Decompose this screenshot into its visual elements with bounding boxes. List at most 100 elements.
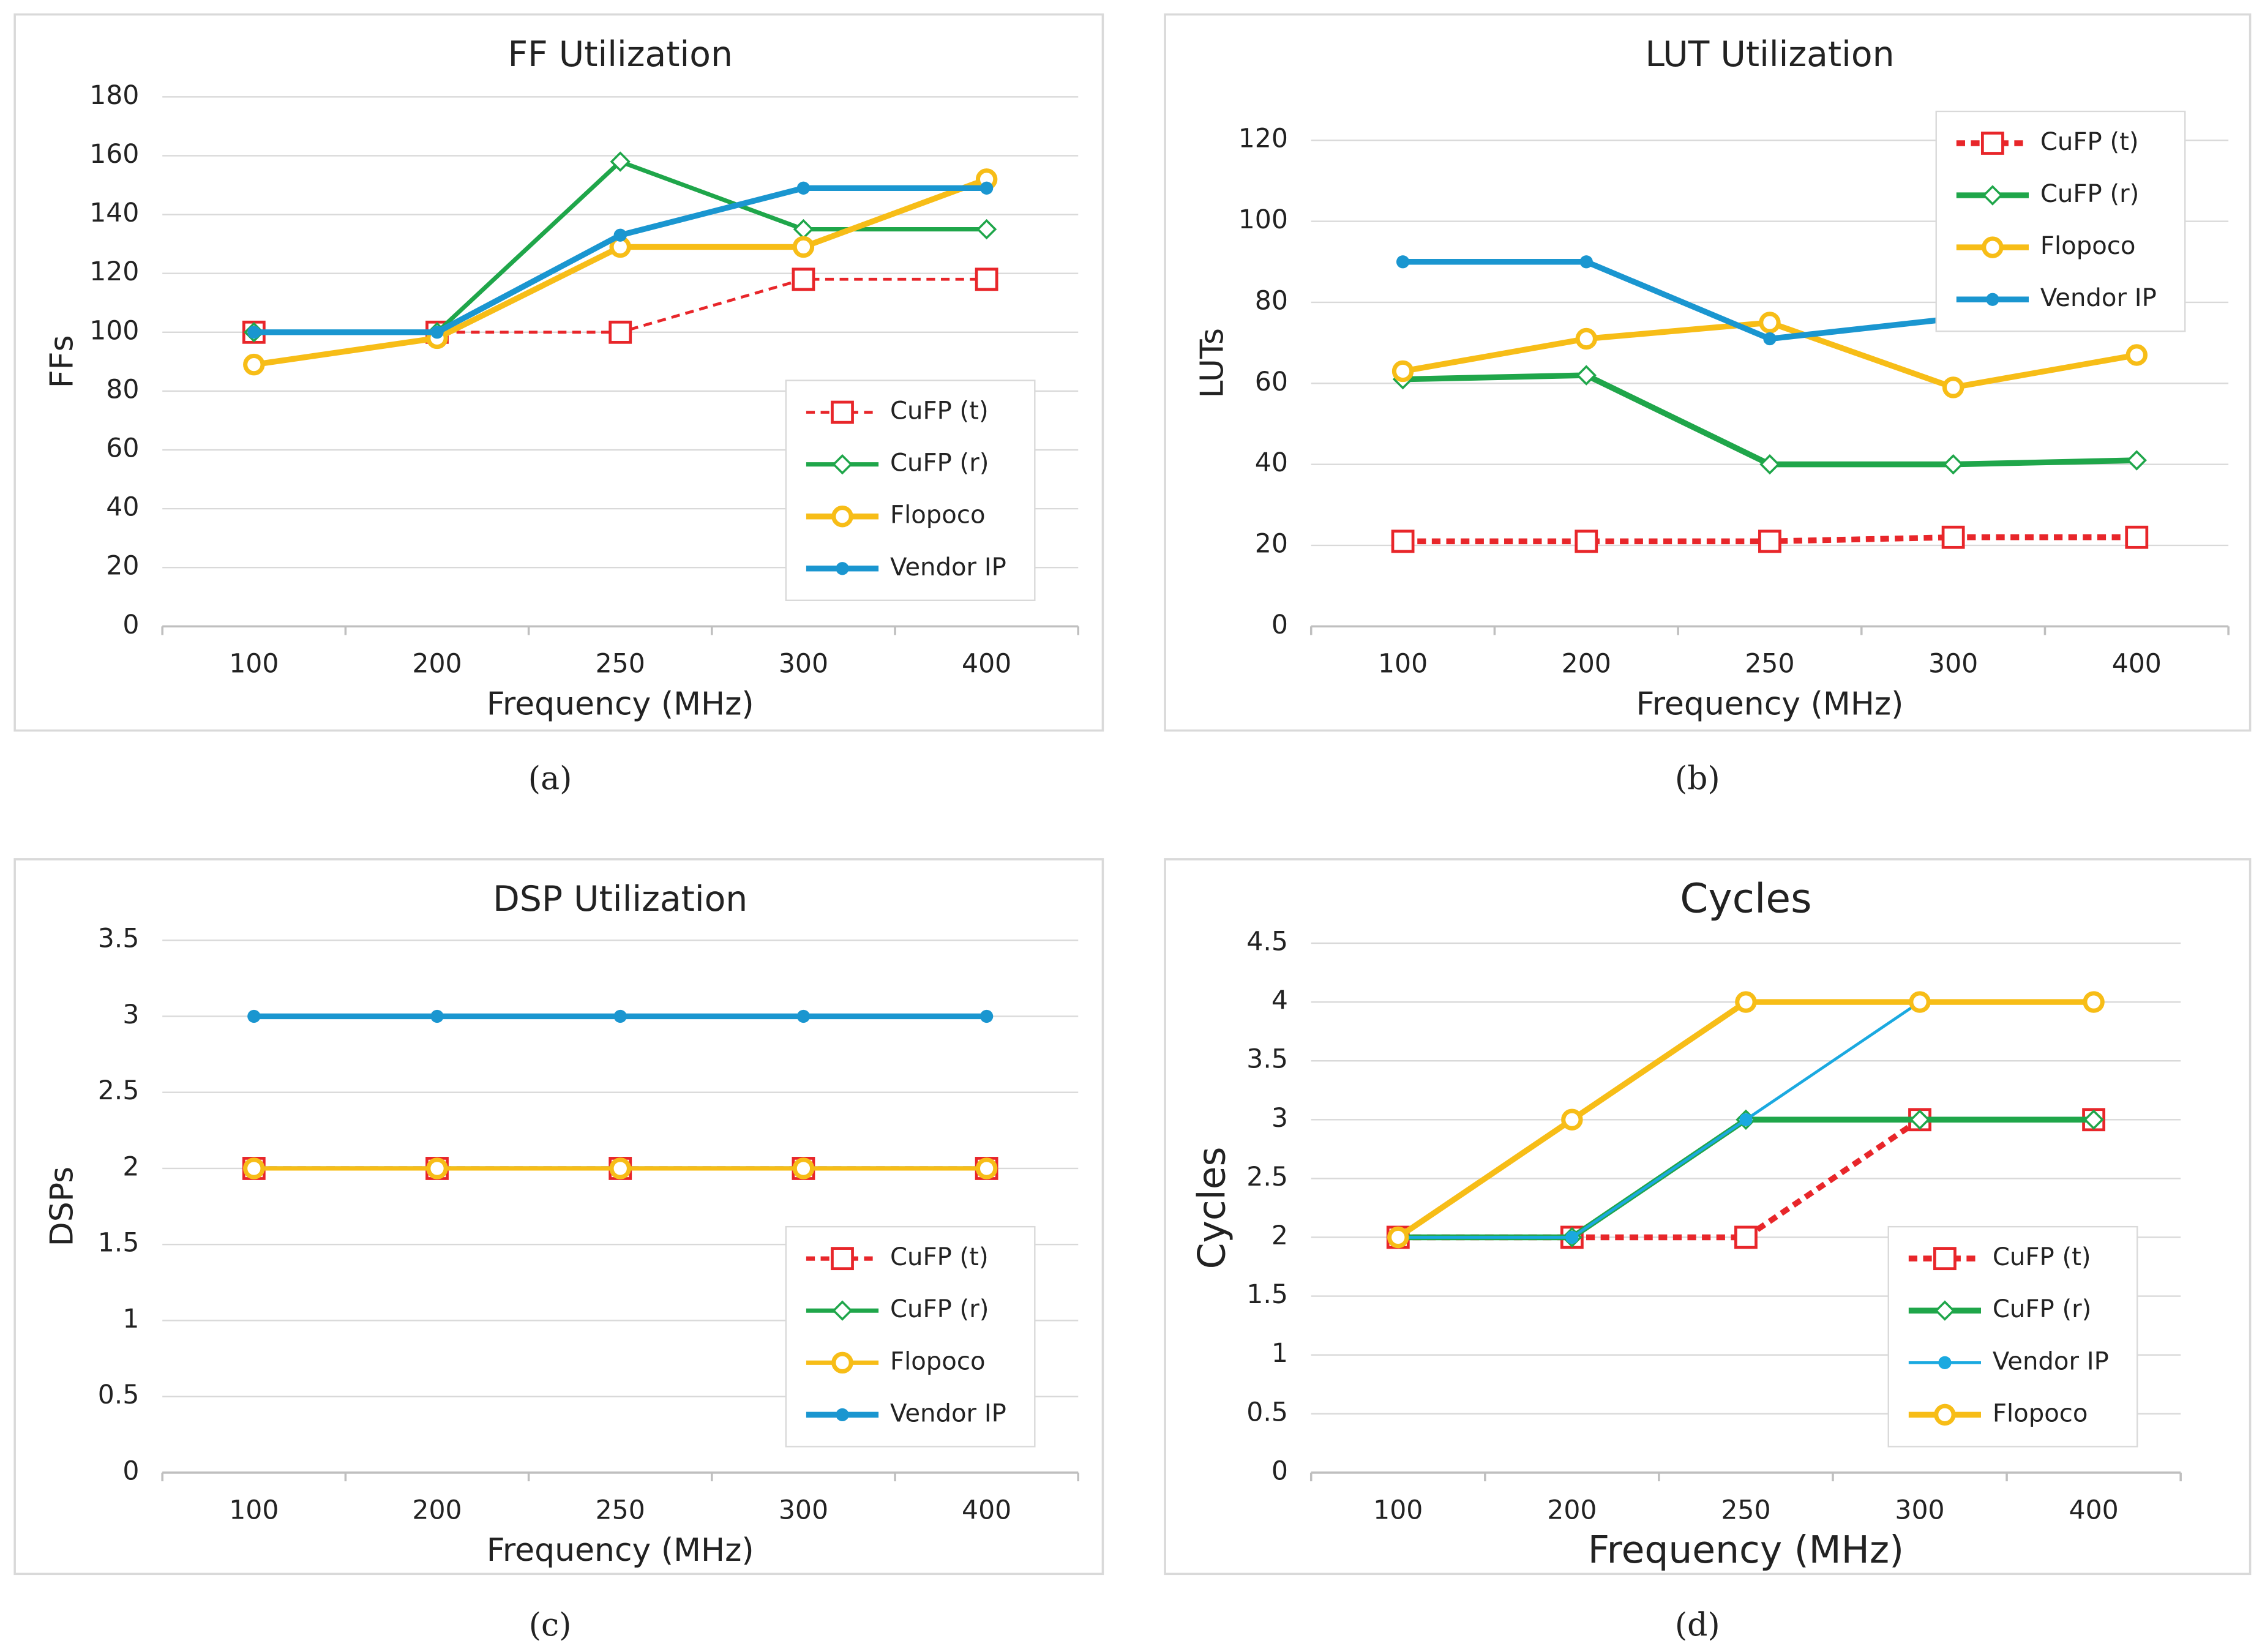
y-tick-label: 0.5 (98, 1380, 140, 1410)
marker (1909, 991, 1931, 1013)
x-tick-label: 200 (1562, 649, 1611, 679)
y-tick-label: 4 (1271, 986, 1288, 1016)
y-tick-label: 60 (106, 434, 139, 464)
marker (426, 1157, 448, 1179)
marker (792, 1157, 815, 1179)
legend-label: Flopoco (2040, 232, 2136, 260)
y-tick-label: 0 (122, 610, 139, 640)
legend-marker (1938, 1356, 1952, 1369)
y-tick-label: 120 (1238, 124, 1288, 154)
x-tick-label: 400 (962, 649, 1011, 679)
marker (1576, 365, 1597, 386)
marker (2083, 1109, 2104, 1130)
x-tick-label: 200 (1547, 1495, 1597, 1525)
legend-label: CuFP (t) (890, 1243, 989, 1271)
chart-title: DSP Utilization (493, 879, 747, 919)
legend-marker (1986, 293, 1999, 306)
y-axis-label: DSPs (43, 1167, 80, 1247)
marker (1739, 1113, 1753, 1126)
x-tick-label: 250 (596, 649, 645, 679)
marker (976, 219, 997, 240)
marker (2083, 991, 2105, 1013)
chart: LUT Utilization 0 20 40 60 80 100 120 100 200 250 3… (1164, 13, 2252, 798)
chart-frame (1164, 858, 2252, 1575)
marker (609, 1157, 631, 1179)
marker (792, 236, 815, 258)
x-tick-label: 250 (596, 1495, 645, 1525)
legend-marker (832, 454, 853, 475)
x-tick-label: 100 (229, 1495, 279, 1525)
x-tick-label: 400 (2112, 649, 2162, 679)
legend-marker (1934, 1403, 1956, 1426)
x-tick-label: 400 (2069, 1495, 2119, 1525)
chart-title: LUT Utilization (1645, 34, 1894, 75)
marker (1579, 255, 1593, 269)
y-tick-label: 100 (89, 316, 139, 346)
legend-marker (1980, 132, 2004, 155)
chart-frame (13, 858, 1104, 1575)
x-axis-label: Frequency (MHz) (487, 686, 754, 722)
marker (792, 267, 815, 291)
legend-label: Flopoco (890, 1347, 986, 1375)
x-tick-label: 400 (962, 1495, 1011, 1525)
chart: DSP Utilization 0 0.5 1 1.5 2 2.5 3 3.5 100 200 250… (13, 858, 1104, 1643)
legend-marker (831, 1247, 854, 1271)
legend-label: Vendor IP (2040, 284, 2157, 312)
x-axis-label: Frequency (MHz) (1588, 1528, 1904, 1572)
y-tick-label: 0.5 (1246, 1397, 1288, 1427)
y-tick-label: 80 (106, 375, 139, 405)
x-tick-label: 200 (412, 1495, 462, 1525)
marker (609, 320, 632, 344)
y-axis-label: FFs (43, 335, 80, 388)
y-tick-label: 2.5 (98, 1076, 140, 1106)
marker (1759, 312, 1781, 334)
y-tick-label: 2 (1271, 1221, 1288, 1251)
legend-marker (836, 1408, 849, 1422)
marker (796, 1009, 811, 1023)
y-tick-label: 40 (1255, 448, 1288, 478)
y-tick-label: 3 (1271, 1104, 1288, 1134)
x-tick-label: 100 (1378, 649, 1428, 679)
chart: FF Utilization 0 20 40 60 80 100 120 140 160 180 10… (13, 13, 1104, 798)
y-axis-label: LUTs (1194, 328, 1230, 398)
legend-label: CuFP (t) (2040, 128, 2139, 156)
x-tick-label: 250 (1721, 1495, 1770, 1525)
y-tick-label: 2 (122, 1152, 139, 1182)
marker (1941, 525, 1965, 549)
marker (1391, 360, 1414, 383)
legend-marker (832, 1300, 853, 1321)
marker (243, 1157, 265, 1179)
caption: (d) (1675, 1607, 1720, 1643)
x-axis-label: Frequency (MHz) (1636, 686, 1904, 722)
marker (1734, 1225, 1758, 1249)
chart: Cycles 0 0.5 1 1.5 2 2.5 3 3.5 4 4.5 100 200 250 300 40… (1164, 858, 2252, 1643)
marker (610, 151, 631, 172)
y-tick-label: 0 (1271, 610, 1288, 640)
marker (1396, 255, 1410, 269)
y-tick-label: 1.5 (98, 1228, 140, 1258)
legend-marker (831, 1351, 853, 1374)
marker (1575, 529, 1598, 553)
legend-marker (1933, 1247, 1957, 1271)
marker (247, 1009, 261, 1023)
y-tick-label: 160 (89, 140, 139, 170)
legend-label: Flopoco (890, 501, 986, 529)
x-tick-label: 100 (229, 649, 279, 679)
y-tick-label: 3.5 (1246, 1045, 1288, 1075)
y-axis-label: Cycles (1190, 1146, 1234, 1269)
legend-marker (1982, 236, 2004, 258)
legend-label: Vendor IP (1993, 1347, 2109, 1375)
y-tick-label: 1 (1271, 1339, 1288, 1369)
y-tick-label: 0 (122, 1456, 139, 1486)
chart-title: Cycles (1680, 875, 1811, 922)
y-tick-label: 120 (89, 257, 139, 287)
x-tick-label: 200 (412, 649, 462, 679)
legend-label: Vendor IP (890, 1399, 1006, 1427)
marker (613, 1009, 627, 1023)
x-tick-label: 250 (1745, 649, 1794, 679)
caption: (a) (528, 761, 572, 798)
y-tick-label: 20 (1255, 529, 1288, 559)
y-tick-label: 2.5 (1246, 1162, 1288, 1192)
